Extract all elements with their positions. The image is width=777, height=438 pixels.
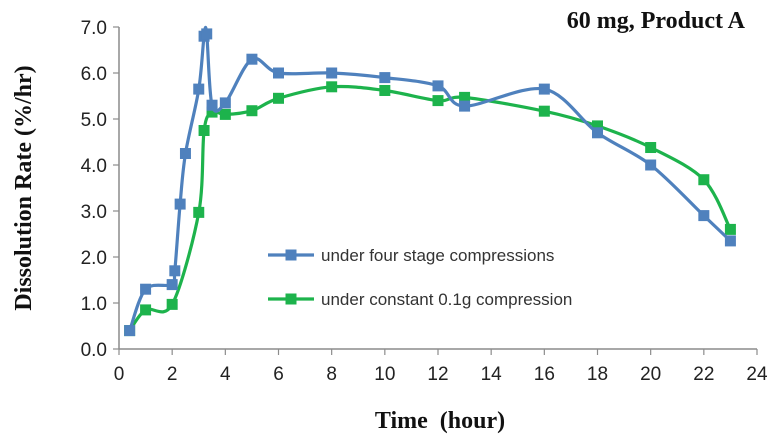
- data-point: [432, 80, 444, 92]
- data-point: [459, 100, 471, 112]
- data-point: [724, 223, 736, 235]
- data-point: [174, 198, 186, 210]
- data-point: [201, 28, 213, 40]
- data-point: [246, 105, 258, 117]
- legend-item: under four stage compressions: [268, 246, 554, 265]
- legend-item: under constant 0.1g compression: [268, 290, 572, 309]
- data-point: [592, 127, 603, 139]
- data-point: [379, 84, 391, 96]
- data-point: [179, 148, 191, 159]
- y-tick-label: 0.0: [81, 340, 107, 361]
- chart-title: 60 mg, Product A: [567, 8, 746, 34]
- data-point: [166, 298, 178, 310]
- data-point: [273, 92, 284, 104]
- y-tick-label: 5.0: [81, 110, 107, 131]
- series-2: [124, 81, 736, 337]
- series-layer: [124, 25, 736, 337]
- legend-swatch-marker: [285, 293, 297, 305]
- data-point: [592, 120, 603, 132]
- data-point: [166, 279, 178, 291]
- x-ticks: 0 2 4 6 8 10 12 14 16 18 20 22 24: [114, 349, 768, 385]
- legend-swatch-marker: [285, 249, 297, 261]
- data-point: [246, 53, 258, 65]
- x-tick-label: 20: [640, 364, 661, 385]
- data-point: [379, 72, 391, 84]
- y-tick-label: 2.0: [81, 248, 107, 269]
- data-point: [645, 142, 657, 154]
- data-point: [140, 283, 152, 295]
- data-point: [698, 210, 710, 222]
- y-tick-label: 1.0: [81, 294, 107, 315]
- x-tick-label: 10: [374, 364, 395, 385]
- y-tick-label: 6.0: [81, 64, 107, 85]
- data-point: [326, 67, 338, 79]
- x-tick-label: 22: [693, 364, 714, 385]
- legend: under four stage compressions under const…: [268, 246, 572, 309]
- data-point: [698, 174, 710, 186]
- y-tick-label: 3.0: [81, 202, 107, 223]
- x-tick-label: 8: [326, 364, 337, 385]
- x-tick-label: 4: [220, 364, 231, 385]
- data-point: [273, 67, 284, 79]
- data-point: [140, 304, 152, 316]
- x-tick-label: 14: [481, 364, 503, 385]
- data-point: [538, 105, 550, 117]
- x-tick-label: 2: [167, 364, 178, 385]
- data-point: [326, 81, 338, 93]
- x-tick-label: 18: [587, 364, 608, 385]
- data-point: [193, 83, 205, 95]
- y-ticks: 0.0 1.0 2.0 3.0 4.0 5.0 6.0 7.0: [81, 18, 119, 361]
- data-point: [219, 108, 231, 120]
- series-line: [128, 25, 732, 332]
- y-tick-label: 7.0: [81, 18, 107, 39]
- data-point: [169, 265, 181, 277]
- x-tick-label: 16: [534, 364, 555, 385]
- legend-label: under constant 0.1g compression: [321, 290, 572, 309]
- data-point: [219, 97, 231, 109]
- data-point: [124, 325, 136, 337]
- data-point: [206, 99, 218, 111]
- data-point: [538, 83, 550, 95]
- data-point: [459, 91, 471, 103]
- data-point: [198, 125, 210, 136]
- legend-label: under four stage compressions: [321, 246, 554, 265]
- data-point: [206, 106, 218, 118]
- x-tick-label: 6: [273, 364, 284, 385]
- y-axis-title: Dissolution Rate (%/hr): [11, 65, 37, 310]
- data-point: [724, 235, 736, 247]
- y-tick-label: 4.0: [81, 156, 107, 177]
- x-tick-label: 24: [746, 364, 768, 385]
- series-1: [124, 25, 736, 337]
- x-tick-label: 0: [114, 364, 125, 385]
- data-point: [645, 159, 657, 171]
- data-point: [193, 206, 205, 218]
- x-axis-title: Time (hour): [375, 408, 505, 434]
- data-point: [432, 95, 444, 107]
- x-tick-label: 12: [427, 364, 448, 385]
